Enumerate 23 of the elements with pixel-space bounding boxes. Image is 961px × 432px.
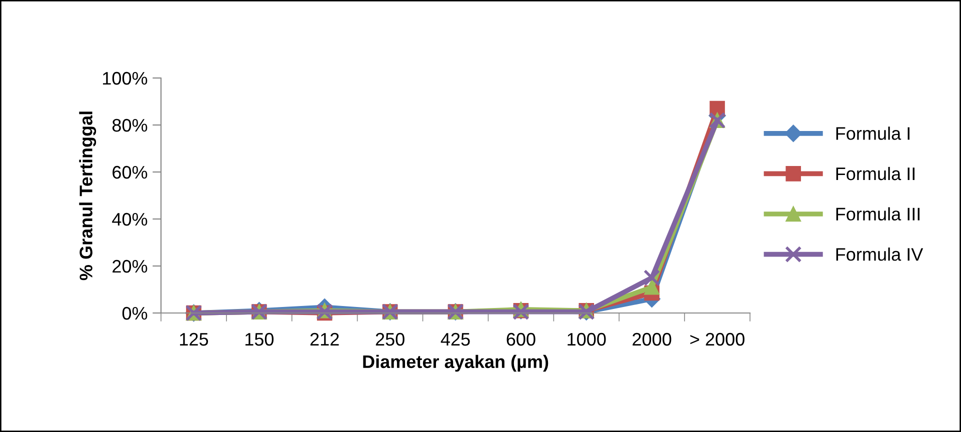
x-tick-label: 2000 bbox=[632, 332, 672, 346]
point bbox=[644, 269, 660, 286]
x-tick-label: 212 bbox=[310, 332, 339, 346]
y-tick-label: 0% bbox=[122, 306, 148, 320]
x-tick-label: 250 bbox=[376, 332, 404, 346]
legend-label: Formula II bbox=[836, 166, 914, 180]
y-tick-label: 20% bbox=[112, 260, 148, 273]
x-tick-label: 125 bbox=[180, 332, 208, 346]
x-tick-label: 600 bbox=[506, 332, 536, 346]
legend-label: Formula I bbox=[836, 126, 910, 140]
x-tick-label: > 2000 bbox=[690, 332, 744, 346]
y-tick-label: 60% bbox=[112, 166, 148, 179]
y-tick-label: 80% bbox=[112, 118, 148, 132]
y-tick-label: 40% bbox=[112, 212, 148, 226]
x-tick-label: 425 bbox=[440, 332, 470, 346]
y-axis-title: % Granul Tertinggal bbox=[79, 112, 96, 280]
x-tick-label: 1000 bbox=[568, 332, 606, 346]
x-axis-title: Diameter ayakan (µm) bbox=[363, 354, 548, 372]
point bbox=[644, 280, 660, 295]
x-tick-label: 150 bbox=[245, 332, 274, 346]
y-tick-label: 100% bbox=[103, 72, 148, 85]
legend-label: Formula III bbox=[836, 207, 920, 220]
legend-label: Formula IV bbox=[836, 248, 924, 261]
